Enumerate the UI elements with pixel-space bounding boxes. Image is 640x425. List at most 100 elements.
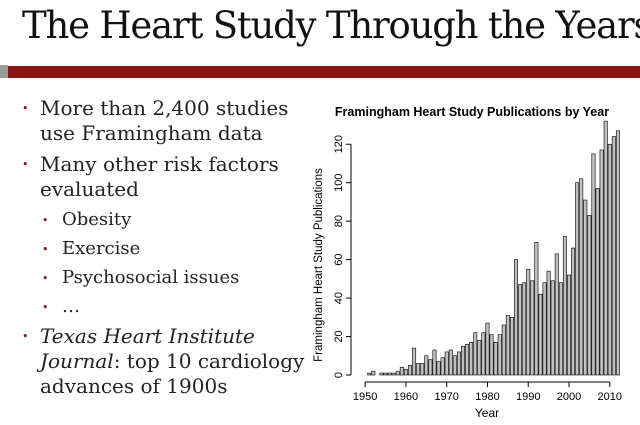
bullet-text: More than 2,400 studies use Framingham d… <box>40 96 289 145</box>
bar <box>493 342 498 376</box>
y-axis-title: Framingham Heart Study Publications <box>313 168 325 362</box>
publications-chart: Framingham Heart Study Publications by Y… <box>313 105 622 420</box>
bar <box>501 324 506 376</box>
bar <box>587 215 592 376</box>
x-tick-label: 1990 <box>516 391 540 403</box>
journal-name: Texas Heart Institute Journal <box>40 324 255 373</box>
bullet-text: Psychosocial issues <box>62 267 240 288</box>
bar <box>395 370 400 376</box>
bar <box>481 332 486 376</box>
bar <box>461 345 465 376</box>
bar <box>416 363 421 376</box>
bar <box>420 363 425 376</box>
y-tick-label: 120 <box>333 135 345 153</box>
bar <box>575 182 580 376</box>
bar <box>567 274 571 376</box>
bar <box>408 365 412 376</box>
bar <box>448 349 453 376</box>
sub-bullet-item: • Obesity <box>22 208 312 232</box>
bullet-text: Many other risk factors evaluated <box>40 152 279 201</box>
bar <box>534 242 539 376</box>
bullet-text: Obesity <box>62 209 132 230</box>
bar <box>444 351 449 376</box>
y-tick-label: 60 <box>333 253 345 265</box>
bar <box>489 334 494 376</box>
y-tick-label: 80 <box>333 215 345 227</box>
bar <box>505 315 510 376</box>
bar <box>514 259 518 376</box>
bar <box>583 199 588 376</box>
bar <box>367 372 372 376</box>
bar <box>599 149 604 376</box>
bullet-text: Exercise <box>62 238 141 259</box>
bar <box>530 280 535 376</box>
bar <box>497 334 502 376</box>
x-tick-label: 1970 <box>434 391 458 403</box>
axes: 0 20 40 60 80 100 120 1950 1960 1970 1980 1990 2000 2… <box>333 135 622 403</box>
y-tick-label: 0 <box>333 372 345 378</box>
bar <box>558 282 563 376</box>
bullet-list: • More than 2,400 studies use Framingham… <box>22 96 312 405</box>
sub-bullet-item: • … <box>22 295 312 319</box>
x-tick-label: 1980 <box>475 391 499 403</box>
x-tick-label: 2000 <box>557 391 581 403</box>
bullet-dot: • <box>22 102 29 115</box>
bar <box>477 340 482 376</box>
bar <box>412 347 417 376</box>
bullet-dot: • <box>22 330 29 343</box>
bullet-item: • More than 2,400 studies use Framingham… <box>22 96 312 146</box>
bar <box>591 153 596 376</box>
bar <box>456 351 461 376</box>
slide-title: The Heart Study Through the Years <box>22 4 640 47</box>
bar <box>607 143 612 376</box>
bar <box>538 293 543 376</box>
bar <box>554 253 559 376</box>
bar <box>469 342 474 376</box>
bar <box>571 247 576 376</box>
bullet-text: … <box>62 296 80 317</box>
sub-bullet-item: • Exercise <box>22 237 312 261</box>
y-tick-label: 100 <box>333 174 345 192</box>
bar <box>546 270 551 376</box>
bar <box>428 359 433 376</box>
bullet-dot: • <box>42 301 49 314</box>
bullet-dot: • <box>42 272 49 285</box>
bullet-item: • Many other risk factors evaluated <box>22 152 312 202</box>
y-tick-label: 20 <box>333 330 345 342</box>
bar <box>550 280 555 376</box>
bar <box>403 368 408 376</box>
bar <box>387 372 392 376</box>
bar <box>424 355 429 376</box>
bar-group <box>367 120 620 376</box>
x-tick-label: 2010 <box>598 391 622 403</box>
y-tick-label: 40 <box>333 292 345 304</box>
bar <box>473 332 478 376</box>
bar <box>440 357 445 376</box>
bar <box>562 236 567 376</box>
bullet-dot: • <box>42 214 49 227</box>
sub-bullet-item: • Psychosocial issues <box>22 266 312 290</box>
bar <box>485 322 490 376</box>
x-tick-label: 1960 <box>394 391 418 403</box>
bar <box>526 268 531 376</box>
bar <box>383 372 388 376</box>
title-bar-accent <box>0 65 8 78</box>
bar <box>603 120 608 376</box>
bar <box>579 178 584 376</box>
bar <box>518 284 523 376</box>
bar <box>522 282 527 376</box>
bar <box>509 317 514 376</box>
bar <box>391 372 396 376</box>
bullet-dot: • <box>42 243 49 256</box>
bar <box>595 188 600 376</box>
chart-title: Framingham Heart Study Publications by Y… <box>335 105 609 119</box>
bar <box>436 361 441 376</box>
bullet-item: • Texas Heart Institute Journal: top 10 … <box>22 324 312 399</box>
title-bar <box>8 66 640 78</box>
bar <box>465 343 470 376</box>
bar <box>615 130 620 376</box>
bar <box>371 370 376 376</box>
x-axis-title: Year <box>475 406 499 420</box>
bar <box>611 136 616 376</box>
bar <box>379 372 384 376</box>
